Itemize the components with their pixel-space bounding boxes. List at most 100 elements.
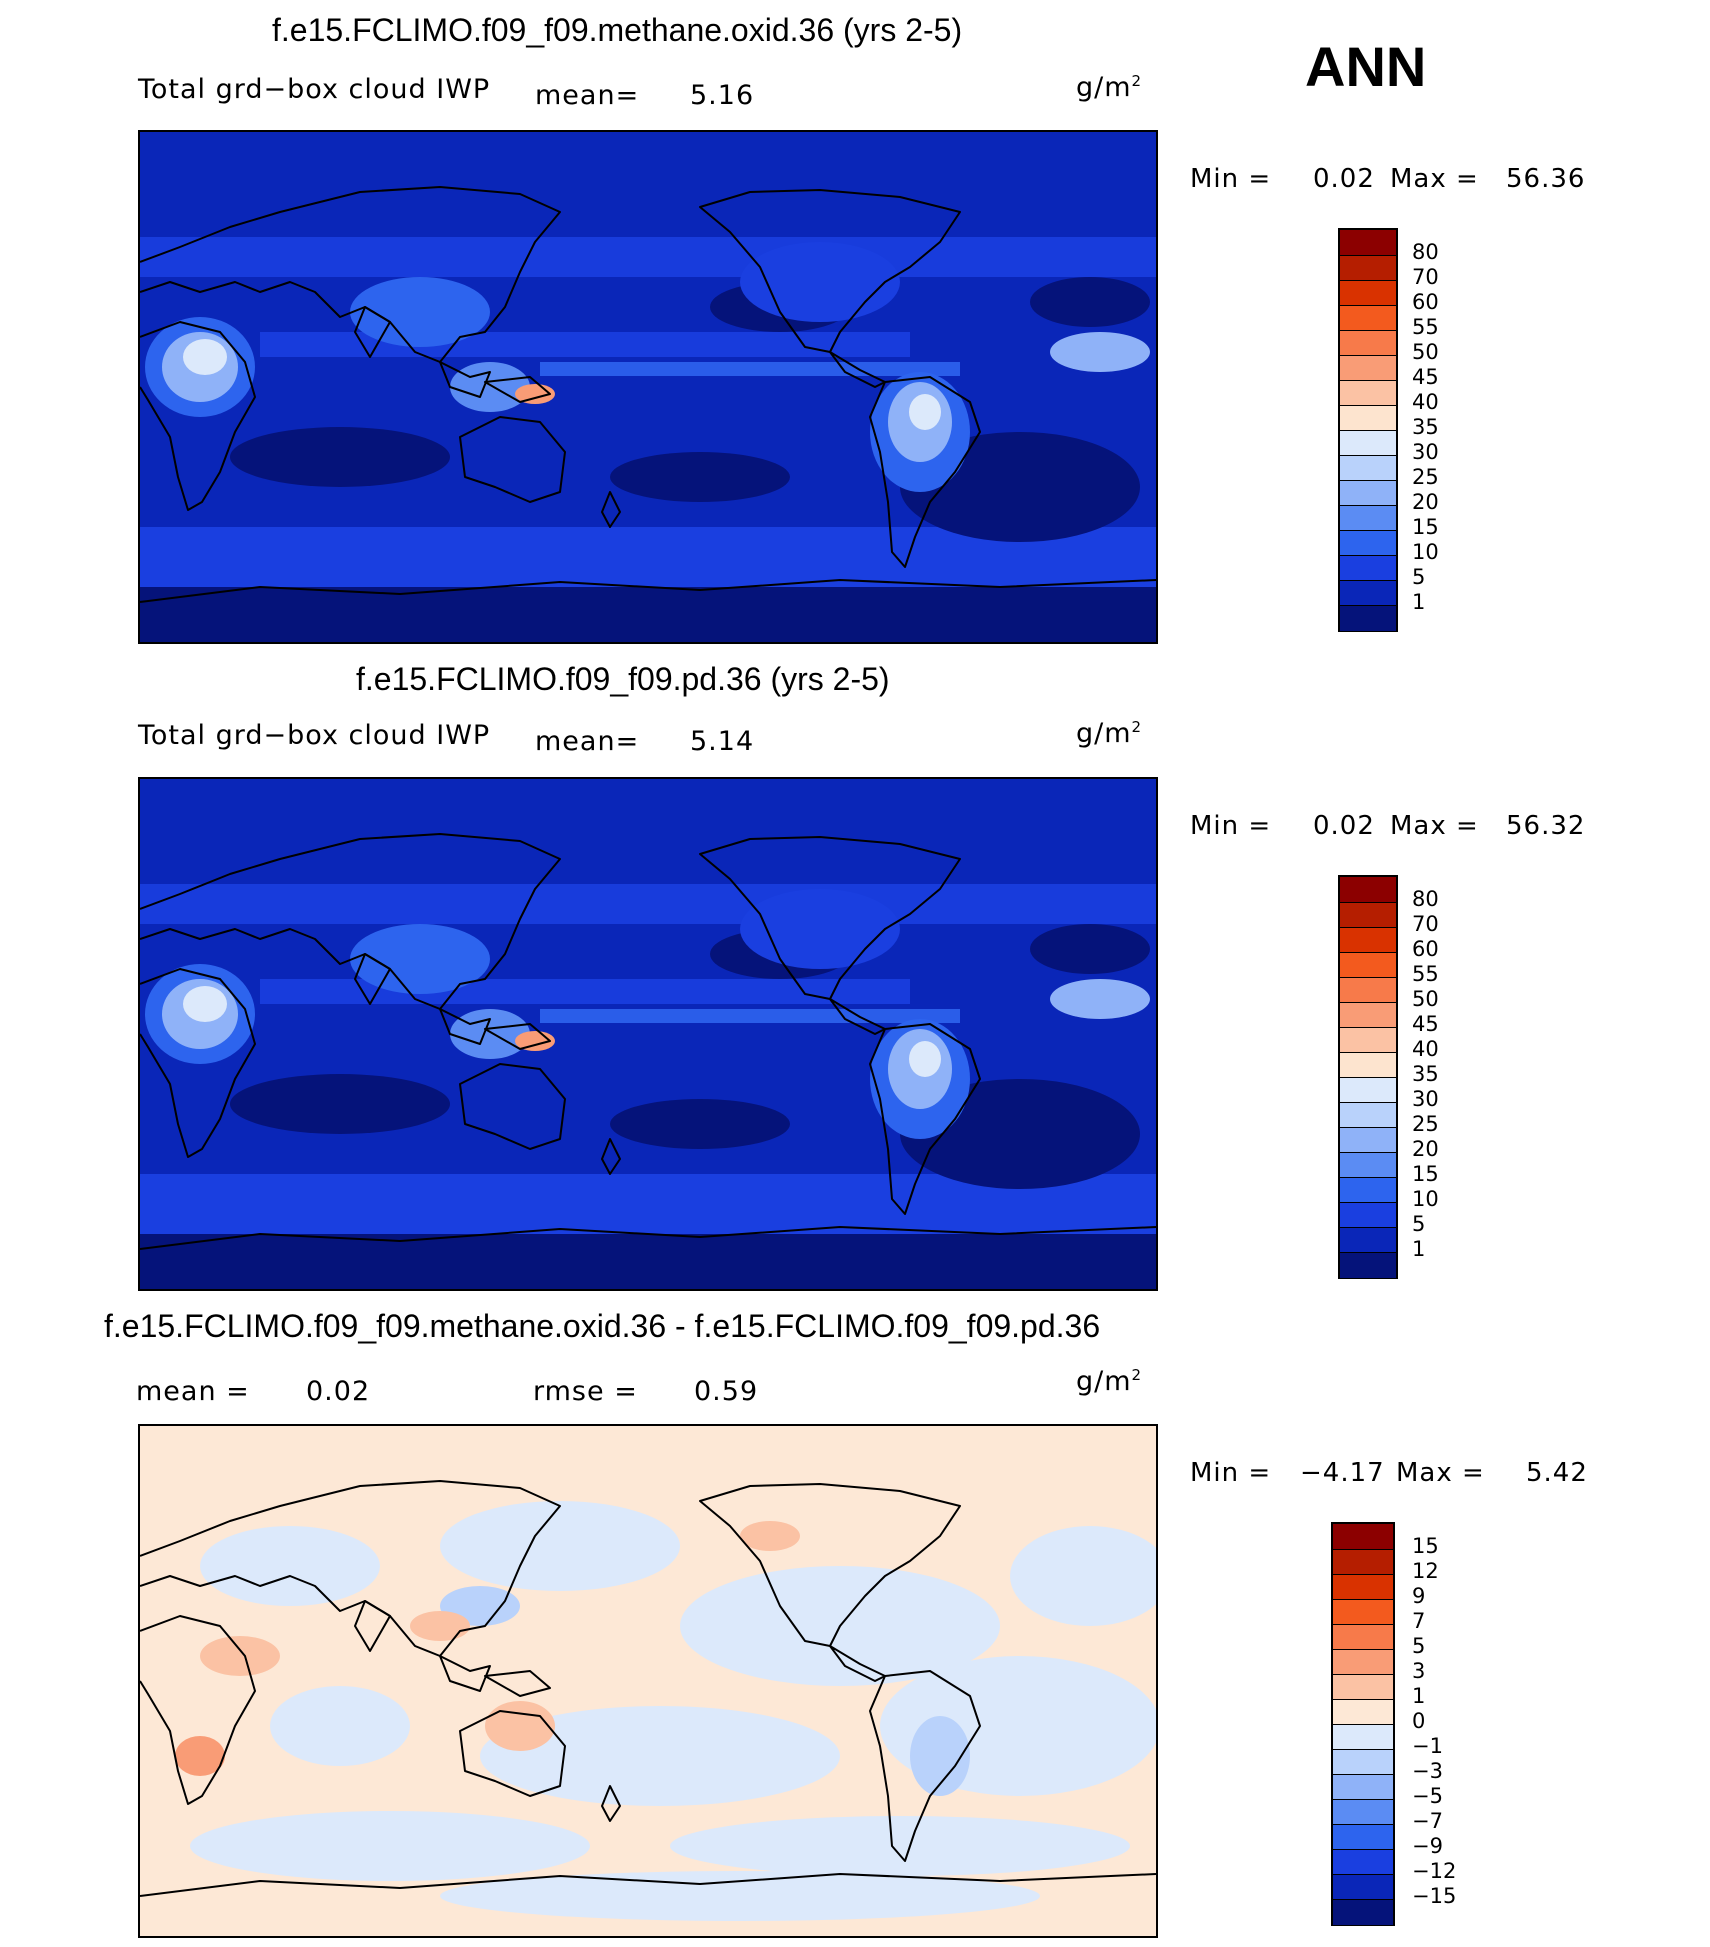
colorbar-tick-label: 1: [1412, 1684, 1426, 1708]
colorbar-swatch: [1340, 255, 1396, 281]
colorbar-tick-label: −1: [1412, 1734, 1443, 1758]
panel3-min-value: −4.17: [1300, 1458, 1385, 1488]
colorbar-swatch: [1340, 877, 1396, 902]
coastline: [459, 1063, 566, 1150]
colorbar-tick-label: 15: [1412, 515, 1439, 539]
colorbar-swatch: [1340, 1252, 1396, 1278]
coastline: [601, 1138, 621, 1175]
panel3-min-label: Min =: [1190, 1458, 1272, 1488]
coastline: [869, 1670, 981, 1862]
colorbar-swatch: [1340, 230, 1396, 255]
coastline: [140, 833, 561, 1010]
panel3-rmse-value: 0.59: [694, 1376, 759, 1407]
panel2-colorbar: [1338, 875, 1398, 1279]
colorbar-tick-label: 30: [1412, 1087, 1439, 1111]
panel2-mean-value: 5.14: [690, 726, 755, 757]
colorbar-tick-label: 45: [1412, 1012, 1439, 1036]
colorbar-swatch: [1340, 952, 1396, 978]
colorbar-swatch: [1340, 1177, 1396, 1203]
colorbar-swatch: [1340, 1227, 1396, 1253]
colorbar-tick-label: 55: [1412, 962, 1439, 986]
coastline: [439, 361, 491, 398]
colorbar-swatch: [1340, 902, 1396, 928]
colorbar-tick-label: 35: [1412, 1062, 1439, 1086]
panel1-variable: Total grd−box cloud IWP: [138, 74, 491, 105]
colorbar-tick-label: −5: [1412, 1784, 1443, 1808]
colorbar-swatch: [1333, 1899, 1393, 1925]
colorbar-tick-label: 50: [1412, 987, 1439, 1011]
coastline: [140, 1873, 1156, 1897]
panel1-colorbar: [1338, 228, 1398, 632]
coastline: [140, 1480, 561, 1657]
coastline: [601, 1785, 621, 1822]
coastline: [459, 416, 566, 503]
colorbar-tick-label: 30: [1412, 440, 1439, 464]
colorbar-tick-label: 9: [1412, 1584, 1426, 1608]
colorbar-tick-label: 5: [1412, 1212, 1426, 1236]
colorbar-tick-label: 80: [1412, 240, 1439, 264]
panel1-units: g/m2: [1076, 72, 1143, 103]
coastline: [484, 1023, 551, 1050]
panel1-mean-label: mean=: [535, 80, 640, 111]
colorbar-tick-label: 5: [1412, 1634, 1426, 1658]
colorbar-tick-label: 15: [1412, 1162, 1439, 1186]
colorbar-swatch: [1340, 1077, 1396, 1103]
panel1-min-label: Min =: [1190, 164, 1272, 194]
coastline: [829, 351, 886, 388]
coastline: [829, 998, 886, 1035]
colorbar-tick-label: 40: [1412, 1037, 1439, 1061]
panel2-max-label: Max =: [1390, 811, 1479, 841]
coastline: [699, 1483, 961, 1647]
colorbar-swatch: [1340, 280, 1396, 306]
colorbar-swatch: [1340, 330, 1396, 356]
colorbar-swatch: [1340, 305, 1396, 331]
colorbar-swatch: [1340, 405, 1396, 431]
colorbar-tick-label: −7: [1412, 1809, 1443, 1833]
coastline: [140, 1615, 256, 1805]
coastline: [140, 579, 1156, 603]
panel3-map: [138, 1424, 1158, 1938]
colorbar-swatch: [1333, 1799, 1393, 1825]
colorbar-swatch: [1340, 1152, 1396, 1178]
coastline: [484, 376, 551, 403]
colorbar-tick-label: 35: [1412, 415, 1439, 439]
panel2-map: [138, 777, 1158, 1291]
coastline: [140, 968, 256, 1158]
colorbar-swatch: [1340, 1052, 1396, 1078]
colorbar-swatch: [1340, 355, 1396, 381]
colorbar-swatch: [1340, 605, 1396, 631]
coastline: [699, 189, 961, 353]
map-canvas: [140, 1426, 1156, 1936]
colorbar-tick-label: 12: [1412, 1559, 1439, 1583]
colorbar-tick-label: 10: [1412, 540, 1439, 564]
colorbar-swatch: [1333, 1624, 1393, 1650]
colorbar-tick-label: 1: [1412, 590, 1426, 614]
colorbar-tick-label: 25: [1412, 1112, 1439, 1136]
colorbar-tick-label: −12: [1412, 1859, 1457, 1883]
colorbar-swatch: [1333, 1674, 1393, 1700]
colorbar-tick-label: 80: [1412, 887, 1439, 911]
colorbar-swatch: [1333, 1774, 1393, 1800]
coastline: [484, 1670, 551, 1697]
colorbar-tick-label: 55: [1412, 315, 1439, 339]
colorbar-swatch: [1340, 1202, 1396, 1228]
colorbar-swatch: [1340, 977, 1396, 1003]
coastline: [869, 376, 981, 568]
colorbar-tick-label: 40: [1412, 390, 1439, 414]
coastline: [140, 321, 256, 511]
colorbar-swatch: [1340, 530, 1396, 556]
coastline: [354, 306, 391, 358]
colorbar-swatch: [1340, 380, 1396, 406]
colorbar-swatch: [1333, 1699, 1393, 1725]
colorbar-swatch: [1333, 1524, 1393, 1549]
panel3-max-value: 5.42: [1526, 1458, 1588, 1488]
colorbar-tick-label: 7: [1412, 1609, 1426, 1633]
colorbar-swatch: [1333, 1749, 1393, 1775]
panel3-mean-value: 0.02: [306, 1376, 371, 1407]
coastline: [601, 491, 621, 528]
panel2-units: g/m2: [1076, 718, 1143, 749]
coastline: [869, 1023, 981, 1215]
colorbar-tick-label: 10: [1412, 1187, 1439, 1211]
panel3-colorbar: [1331, 1522, 1395, 1926]
panel2-min-value: 0.02: [1313, 811, 1375, 841]
